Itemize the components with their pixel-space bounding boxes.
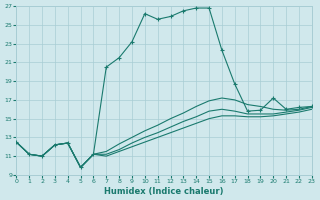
X-axis label: Humidex (Indice chaleur): Humidex (Indice chaleur) <box>104 187 224 196</box>
